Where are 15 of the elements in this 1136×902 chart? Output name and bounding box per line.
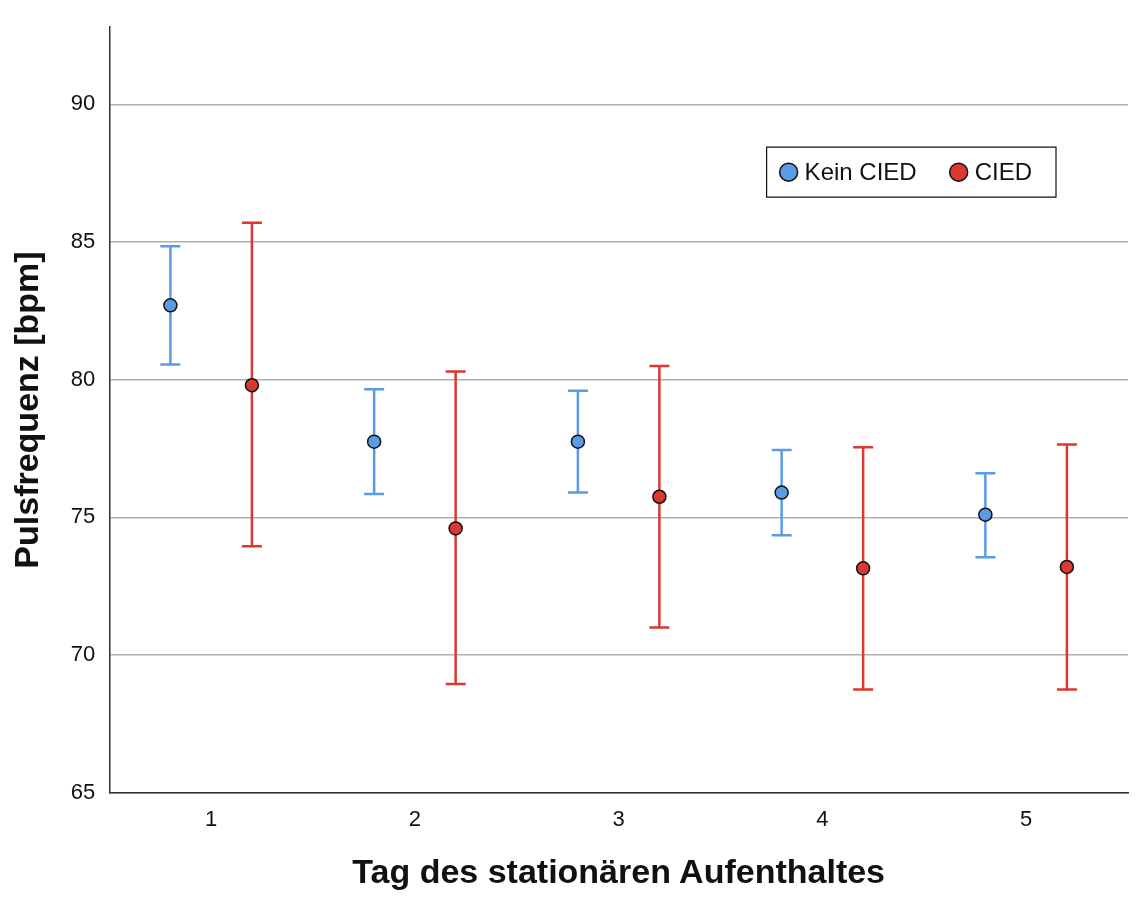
x-axis-title: Tag des stationären Aufenthaltes: [352, 851, 886, 890]
y-tick-label: 65: [70, 778, 96, 804]
x-tick-label: 5: [1020, 806, 1033, 832]
y-tick-label: 70: [70, 641, 96, 667]
x-tick-label: 3: [612, 806, 625, 832]
x-tick-label: 2: [408, 806, 422, 832]
y-tick-label: 75: [70, 503, 96, 529]
x-tick-label: 1: [205, 806, 218, 832]
y-tick-label: 85: [70, 228, 96, 254]
legend-label: Kein CIED: [804, 157, 917, 185]
legend-label: CIED: [974, 157, 1032, 185]
x-tick-label: 4: [816, 806, 829, 832]
y-tick-label: 90: [70, 90, 96, 116]
y-axis-title: Pulsfrequenz [bpm]: [6, 251, 45, 569]
y-tick-label: 80: [70, 365, 96, 391]
